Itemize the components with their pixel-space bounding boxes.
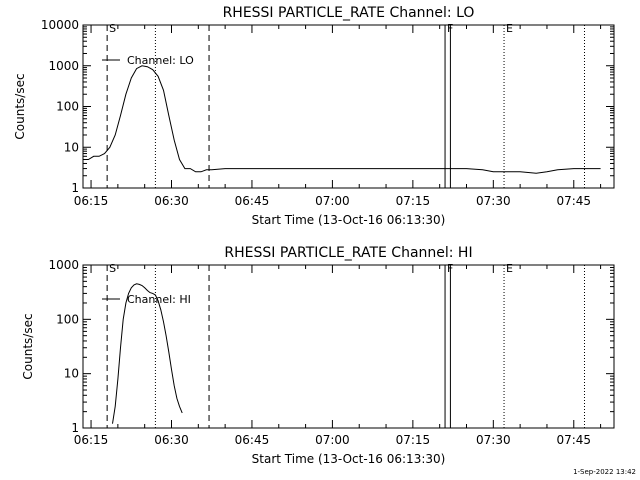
x-tick-label: 07:15 xyxy=(396,433,431,447)
chart-title: RHESSI PARTICLE_RATE Channel: HI xyxy=(224,245,472,261)
marker-label-e: E xyxy=(506,22,513,35)
series-line xyxy=(83,65,601,174)
marker-label-s: S xyxy=(109,262,116,275)
y-tick-label: 10 xyxy=(64,367,79,381)
marker-label-f: F xyxy=(447,22,453,35)
x-tick-label: 06:15 xyxy=(74,433,109,447)
y-tick-label: 1 xyxy=(71,421,79,435)
chart-title: RHESSI PARTICLE_RATE Channel: LO xyxy=(223,5,475,21)
panel-hi: RHESSI PARTICLE_RATE Channel: HI 06:15 06:… xyxy=(21,245,615,466)
legend-label: Channel: LO xyxy=(127,54,194,67)
x-tick-label: 07:00 xyxy=(315,433,350,447)
marker-label-s: S xyxy=(109,22,116,35)
x-tick-label: 07:45 xyxy=(556,194,591,208)
generation-timestamp: 1-Sep-2022 13:42 xyxy=(573,468,636,476)
marker-label-e: E xyxy=(506,262,513,275)
plot-frame xyxy=(82,24,615,189)
x-tick-label: 06:30 xyxy=(154,194,189,208)
y-tick-label: 10000 xyxy=(41,18,79,32)
x-tick-label: 07:30 xyxy=(476,433,511,447)
x-axis-title: Start Time (13-Oct-16 06:13:30) xyxy=(252,452,446,466)
x-tick-label: 06:30 xyxy=(154,433,189,447)
x-tick-label: 07:45 xyxy=(556,433,591,447)
y-tick-label: 1000 xyxy=(48,59,79,73)
x-axis-title: Start Time (13-Oct-16 06:13:30) xyxy=(252,213,446,227)
plot-frame xyxy=(82,264,615,429)
legend-label: Channel: HI xyxy=(127,293,191,306)
x-tick-label: 07:15 xyxy=(396,194,431,208)
x-tick-label: 06:45 xyxy=(235,433,270,447)
marker-label-f: F xyxy=(447,262,453,275)
x-tick-label: 06:45 xyxy=(235,194,270,208)
y-tick-label: 100 xyxy=(56,100,79,114)
y-axis-title: Counts/sec xyxy=(13,73,27,139)
panel-lo: RHESSI PARTICLE_RATE Channel: LO 06:15 06:… xyxy=(13,5,615,227)
y-tick-label: 100 xyxy=(56,312,79,326)
y-axis-title: Counts/sec xyxy=(21,313,35,379)
y-tick-label: 1 xyxy=(71,181,79,195)
series-line xyxy=(112,283,183,424)
x-tick-label: 07:00 xyxy=(315,194,350,208)
x-tick-label: 07:30 xyxy=(476,194,511,208)
x-tick-label: 06:15 xyxy=(74,194,109,208)
y-tick-label: 10 xyxy=(64,140,79,154)
y-tick-label: 1000 xyxy=(48,258,79,272)
